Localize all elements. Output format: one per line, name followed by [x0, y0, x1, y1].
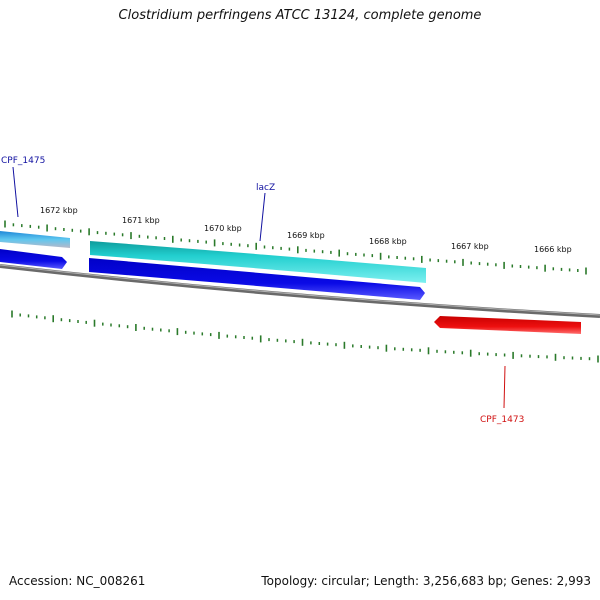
cds-lacz-feature[interactable]: [89, 258, 425, 300]
scale-label-1669: 1669 kbp: [287, 231, 325, 240]
scale-label-1671: 1671 kbp: [122, 216, 160, 225]
scale-label-1666: 1666 kbp: [534, 245, 572, 254]
upper-scale-ticks: [4, 220, 587, 275]
gene-label-cpf1475[interactable]: CPF_1475: [1, 156, 45, 166]
genome-backbone: [0, 264, 600, 318]
gene-cpf1473-feature[interactable]: [434, 316, 581, 334]
map-title: Clostridium perfringens ATCC 13124, comp…: [118, 8, 482, 23]
genome-summary-text: Topology: circular; Length: 3,256,683 bp…: [261, 574, 591, 588]
cpf1475-leader-line: [12, 166, 19, 218]
scale-label-1672: 1672 kbp: [40, 206, 78, 215]
lower-scale-ticks: [11, 310, 599, 363]
gene-lacz-feature[interactable]: [90, 241, 426, 283]
lacz-leader-line: [259, 192, 266, 242]
accession-text: Accession: NC_008261: [9, 574, 146, 588]
scale-label-1668: 1668 kbp: [369, 237, 407, 246]
genome-backbone-highlight: [0, 264, 600, 316]
scale-label-1670: 1670 kbp: [204, 224, 242, 233]
cds-left-feature[interactable]: [0, 249, 67, 269]
scale-label-1667: 1667 kbp: [451, 242, 489, 251]
cpf1473-leader-line: [503, 365, 506, 409]
gene-label-cpf1473[interactable]: CPF_1473: [480, 415, 524, 425]
gene-label-lacz[interactable]: lacZ: [256, 183, 275, 193]
gene-cpf1475-feature[interactable]: [0, 231, 70, 248]
